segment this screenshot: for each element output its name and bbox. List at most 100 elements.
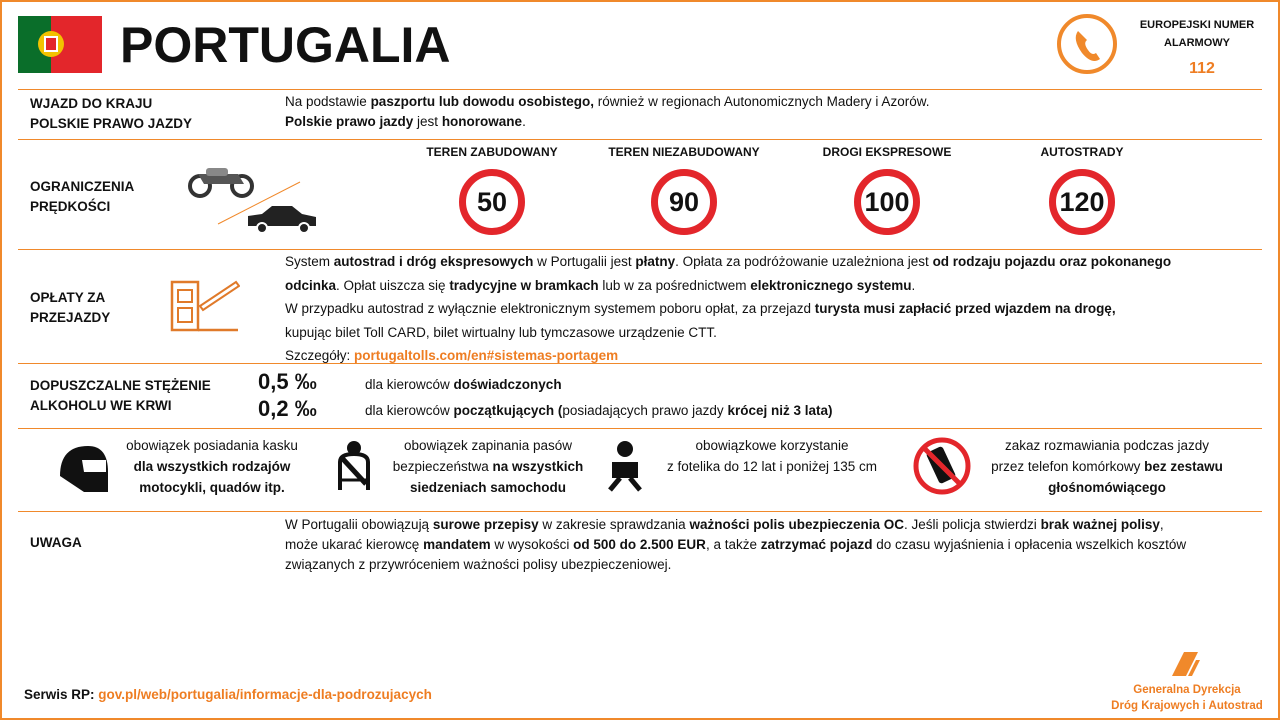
text: zatrzymać pojazd — [760, 537, 873, 552]
divider — [18, 511, 1262, 512]
text-line: bezpieczeństwa na wszystkich — [382, 456, 594, 477]
row-label: OGRANICZENIA PRĘDKOŚCI — [30, 177, 134, 217]
text: posiadających prawo jazdy — [562, 403, 728, 418]
text: mandatem — [423, 537, 491, 552]
text: od rodzaju pojazdu oraz pokonanego — [932, 254, 1172, 269]
text-line: motocykli, quadów itp. — [112, 477, 312, 498]
emergency-label: EUROPEJSKI NUMER ALARMOWY — [1132, 16, 1262, 52]
text: W Portugalii obowiązują — [285, 517, 433, 532]
text[interactable]: portugaltolls.com/en#sistemas-portagem — [354, 348, 619, 363]
text: motocykli, quadów itp. — [139, 480, 285, 495]
rule: zakaz rozmawiania podczas jazdy przez tel… — [977, 435, 1237, 498]
text: również w regionach Autonomicznych Mader… — [594, 94, 930, 109]
seatbelt-icon — [338, 441, 370, 490]
text: od 500 do 2.500 EUR — [573, 537, 706, 552]
text: Generalna Dyrekcja — [1133, 684, 1241, 696]
speed-area: TEREN ZABUDOWANY — [426, 145, 558, 159]
text-line: obowiązkowe korzystanie — [652, 435, 892, 456]
text: PRĘDKOŚCI — [30, 199, 111, 214]
vehicles-icon — [188, 168, 316, 234]
text-line: siedzeniach samochodu — [382, 477, 594, 498]
text: POLSKIE PRAWO JAZDY — [30, 116, 193, 131]
text: obowiązek zapinania pasów — [403, 438, 573, 453]
text: obowiązkowe korzystanie — [695, 438, 849, 453]
title: PORTUGALIA — [120, 17, 451, 73]
text: w Portugalii jest — [533, 254, 636, 269]
value: 0,2 ‰ — [258, 396, 317, 421]
text: związanych z przywróceniem ważności poli… — [285, 557, 672, 572]
speed-area: AUTOSTRADY — [1040, 145, 1124, 159]
text: bezpieczeństwa — [392, 459, 493, 474]
text: odcinka — [285, 277, 337, 293]
emergency-number: 112 — [1189, 60, 1215, 77]
rule: obowiązkowe korzystanie z fotelika do 12 … — [652, 435, 892, 477]
text: OGRANICZENIA — [30, 179, 135, 194]
text: . Opłata za podróżowanie uzależniona jes… — [675, 254, 933, 269]
row-text: System autostrad i dróg ekspresowych w P… — [285, 250, 1171, 368]
divider — [18, 89, 1262, 90]
text: , a także — [705, 537, 761, 552]
text: ALKOHOLU WE KRWI — [30, 398, 172, 413]
rule: obowiązek posiadania kasku dla wszystkich… — [112, 435, 312, 498]
row-label: DOPUSZCZALNE STĘŻENIE ALKOHOLU WE KRWI — [30, 376, 211, 416]
row-label: WJAZD DO KRAJU POLSKIE PRAWO JAZDY — [30, 94, 192, 134]
divider — [18, 363, 1262, 364]
toll-icon — [170, 280, 240, 332]
text: siedzeniach samochodu — [409, 480, 567, 495]
speed-sign: 50 — [459, 169, 525, 235]
text: PRZEJAZDY — [30, 310, 111, 325]
text-line: odcinka. Opłat uiszcza się tradycyjne w … — [285, 274, 1171, 298]
text: krócej niż 3 lata — [727, 403, 828, 418]
text: Szczegóły: — [285, 348, 355, 363]
text: . Opłat uiszcza się — [336, 277, 450, 293]
alcohol-values: 0,5 ‰ 0,2 ‰ — [258, 368, 317, 422]
text: dla kierowców — [365, 403, 454, 418]
text: obowiązek posiadania kasku — [126, 438, 298, 453]
text: DOPUSZCZALNE STĘŻENIE — [30, 378, 211, 393]
text-line: kupując bilet Toll CARD, bilet wirtualny… — [285, 321, 1171, 345]
text: dla kierowców — [365, 377, 454, 392]
text: bez zestawu — [1144, 459, 1223, 474]
text-line: System autostrad i dróg ekspresowych w P… — [285, 250, 1171, 274]
logo-text: Generalna Dyrekcja Dróg Krajowych i Autos… — [1092, 682, 1278, 714]
text-line: związanych z przywróceniem ważności poli… — [285, 555, 1186, 575]
text: brak ważnej polisy — [1040, 517, 1160, 532]
text: dla wszystkich rodzajów — [133, 459, 291, 474]
rule: obowiązek zapinania pasów bezpieczeństwa … — [382, 435, 594, 498]
row-text: W Portugalii obowiązują surowe przepisy … — [285, 515, 1186, 575]
text-line: W przypadku autostrad z wyłącznie elektr… — [285, 297, 1171, 321]
text: doświadczonych — [453, 377, 562, 392]
text: w wysokości — [490, 537, 574, 552]
text: , — [1159, 517, 1164, 532]
row-text: Na podstawie paszportu lub dowodu osobis… — [285, 92, 929, 132]
alcohol-text: dla kierowców doświadczonych dla kierowcó… — [365, 372, 832, 424]
phone-icon — [1057, 14, 1117, 74]
footer-label: Serwis RP: — [24, 687, 95, 702]
text: zakaz rozmawiania podczas jazdy — [1004, 438, 1210, 453]
divider — [18, 249, 1262, 250]
row-label: OPŁATY ZA PRZEJAZDY — [30, 288, 110, 328]
text-line: Polskie prawo jazdy jest honorowane. — [285, 112, 929, 132]
child-seat-icon — [608, 441, 642, 492]
text-line: Szczegóły: portugaltolls.com/en#sistemas… — [285, 344, 1171, 368]
text: początkujących ( — [453, 403, 563, 418]
row-label: UWAGA — [30, 535, 82, 550]
text: turysta musi zapłacić przed wjazdem na d… — [814, 301, 1116, 316]
speed-area: TEREN NIEZABUDOWANY — [608, 145, 760, 159]
text: elektronicznego systemu — [750, 277, 912, 293]
text: . Jeśli policja stwierdzi — [904, 517, 1041, 532]
value: 0,5 ‰ — [258, 369, 317, 394]
text-line: dla kierowców doświadczonych — [365, 372, 832, 398]
divider — [18, 139, 1262, 140]
text: Dróg Krajowych i Autostrad — [1111, 700, 1263, 712]
text-line: W Portugalii obowiązują surowe przepisy … — [285, 515, 1186, 535]
footer: Serwis RP: gov.pl/web/portugalia/informa… — [24, 685, 432, 705]
text: surowe przepisy — [432, 517, 539, 532]
text-line: głośnomówiącego — [977, 477, 1237, 498]
text: w zakresie sprawdzania — [538, 517, 690, 532]
text: Polskie prawo jazdy — [285, 114, 414, 129]
footer-link[interactable]: gov.pl/web/portugalia/informacje-dla-pod… — [98, 687, 432, 702]
text: ) — [827, 403, 833, 418]
text: . — [911, 277, 916, 293]
